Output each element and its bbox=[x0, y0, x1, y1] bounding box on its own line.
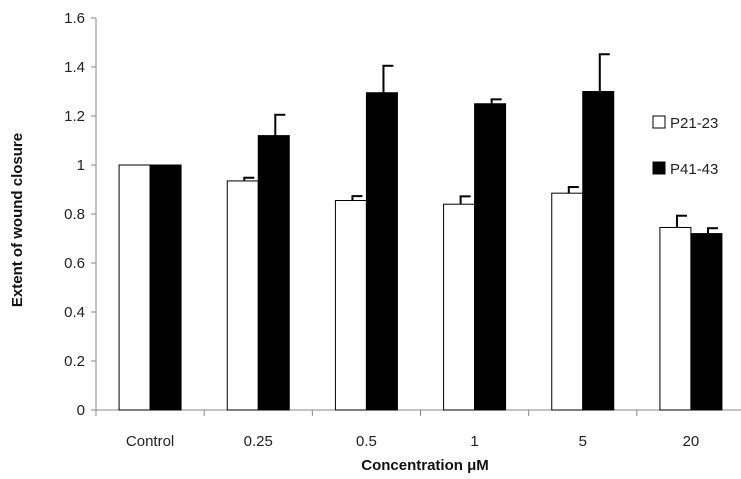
x-tick-label: 20 bbox=[683, 433, 700, 450]
error-bar bbox=[567, 186, 579, 194]
error-bars bbox=[243, 53, 718, 234]
error-bar bbox=[351, 195, 363, 201]
y-axis-title: Extent of wound closure bbox=[9, 133, 26, 307]
y-tick-label: 0.8 bbox=[64, 206, 85, 223]
x-tick-label: 5 bbox=[579, 433, 587, 450]
legend-label: P21-23 bbox=[670, 115, 718, 132]
x-tick-label: 0.25 bbox=[244, 433, 273, 450]
x-axis-title: Concentration μM bbox=[361, 457, 489, 474]
bar-p41-43 bbox=[365, 92, 398, 411]
error-bar bbox=[598, 53, 610, 92]
legend: P21-23 P41-43 bbox=[652, 115, 718, 178]
bars bbox=[118, 91, 723, 411]
tick-labels: 0 0.2 0.4 0.6 0.8 1 1.2 1.4 1.6 Control 0.25 0.5 1 5 2… bbox=[64, 10, 699, 450]
x-tick-label: Control bbox=[126, 433, 174, 450]
y-tick-label: 1 bbox=[77, 157, 85, 174]
axes bbox=[91, 17, 741, 416]
bar-p21-23 bbox=[551, 192, 584, 411]
y-tick-label: 1.4 bbox=[64, 59, 85, 76]
bar-p21-23 bbox=[443, 203, 476, 411]
bar-p41-43 bbox=[474, 103, 507, 411]
legend-label: P41-43 bbox=[670, 161, 718, 178]
bar-p41-43 bbox=[582, 91, 615, 411]
bar-p21-23 bbox=[334, 200, 367, 411]
bar-p21-23 bbox=[659, 226, 692, 411]
error-bar bbox=[675, 214, 687, 228]
y-tick-label: 1.2 bbox=[64, 108, 85, 125]
error-bar bbox=[706, 227, 718, 234]
error-bar bbox=[274, 113, 286, 136]
legend-swatch bbox=[652, 161, 666, 175]
y-tick-label: 0 bbox=[77, 402, 85, 419]
y-tick-label: 0.2 bbox=[64, 353, 85, 370]
bar-p41-43 bbox=[690, 233, 723, 411]
error-bar bbox=[243, 176, 255, 181]
y-tick-label: 0.4 bbox=[64, 304, 85, 321]
bar-p41-43 bbox=[257, 135, 290, 411]
bar-p21-23 bbox=[118, 164, 151, 411]
x-tick-label: 0.5 bbox=[356, 433, 377, 450]
bar-p21-23 bbox=[226, 180, 259, 411]
y-tick-label: 0.6 bbox=[64, 255, 85, 272]
error-bar bbox=[459, 195, 471, 205]
x-tick-label: 1 bbox=[470, 433, 478, 450]
legend-swatch bbox=[652, 115, 666, 129]
y-tick-label: 1.6 bbox=[64, 10, 85, 27]
bar-p41-43 bbox=[149, 164, 182, 411]
error-bar bbox=[490, 98, 502, 104]
error-bar bbox=[382, 64, 394, 93]
